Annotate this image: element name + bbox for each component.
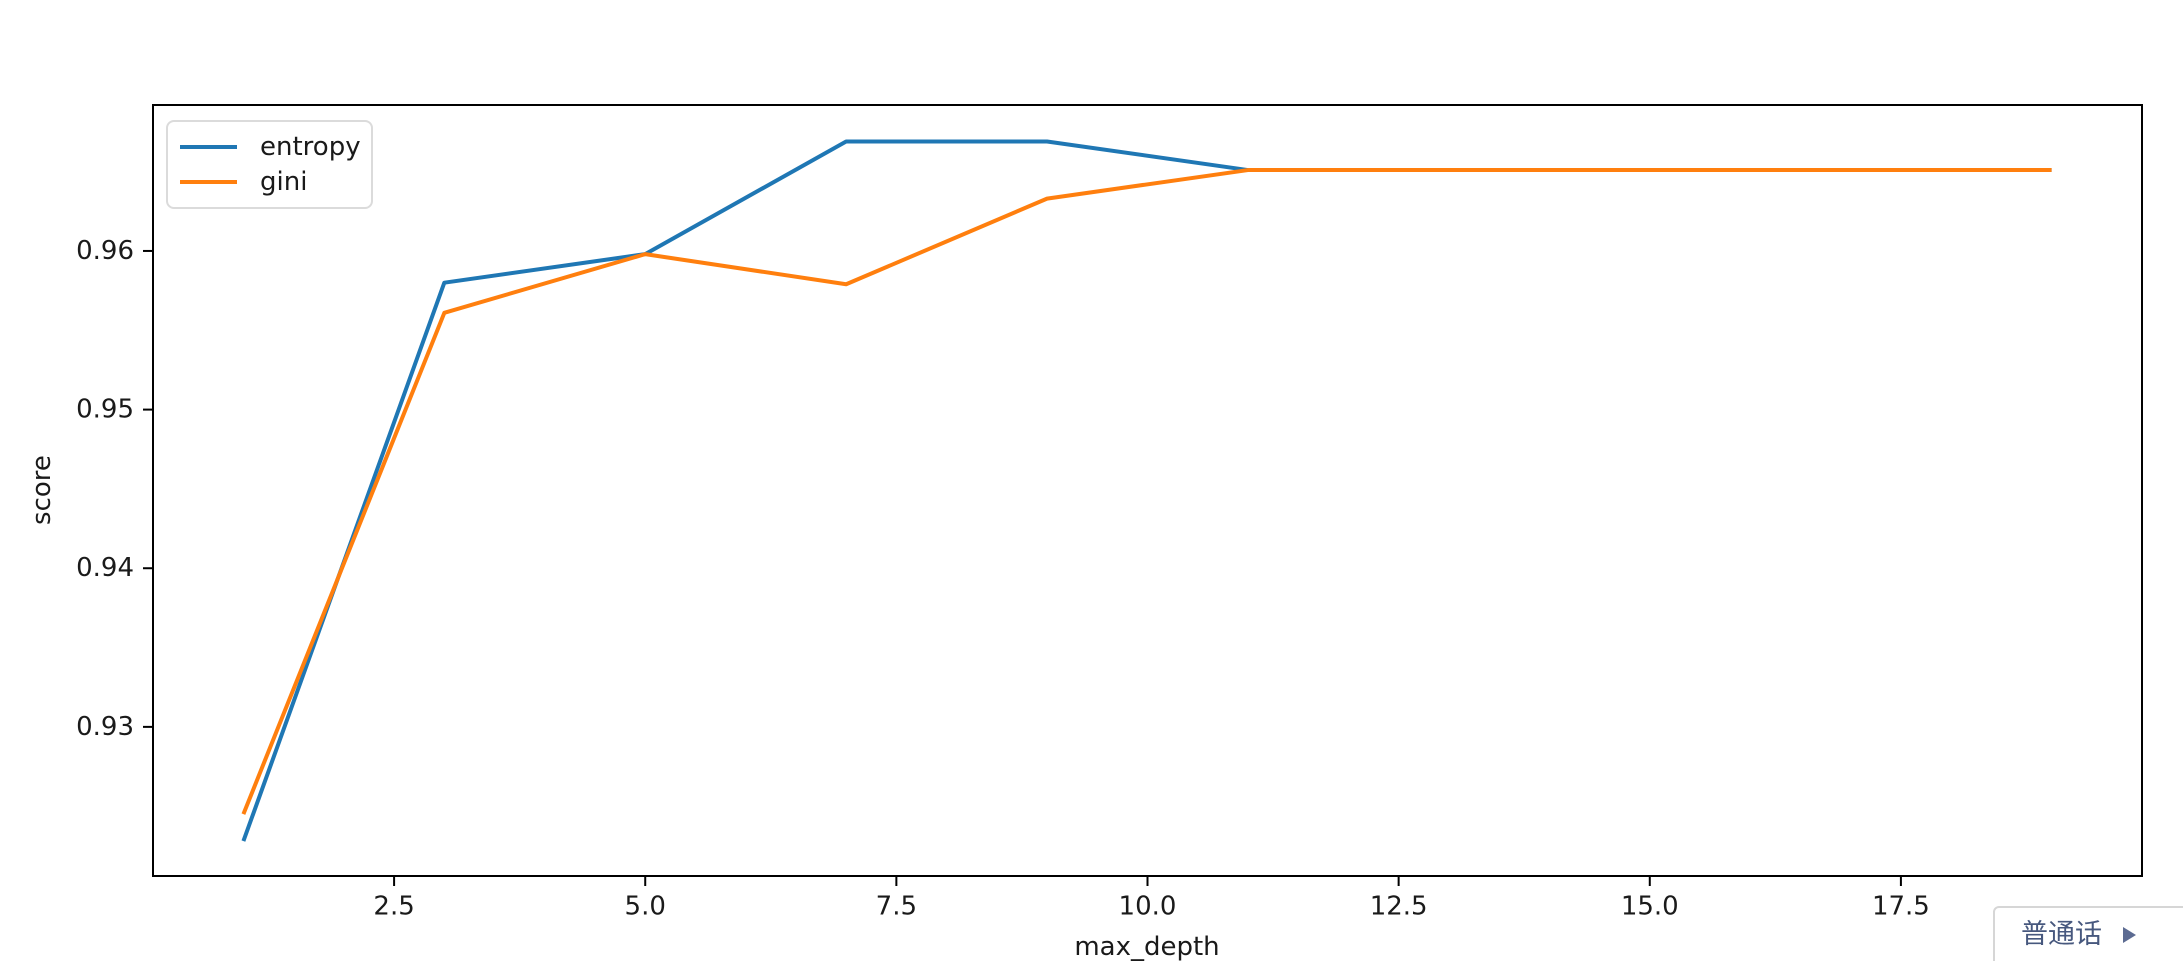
legend-label: entropy	[260, 131, 361, 162]
x-axis-label: max_depth	[1074, 932, 1220, 961]
y-axis-label: score	[27, 455, 57, 525]
x-tick-label: 15.0	[1621, 891, 1679, 921]
legend-line-swatch	[180, 180, 237, 185]
x-tick-label: 10.0	[1119, 891, 1177, 921]
legend-item: entropy	[180, 131, 361, 162]
series-line-gini	[241, 168, 2052, 815]
legend-item: gini	[180, 169, 359, 195]
legend: entropy gini	[166, 120, 373, 209]
legend-label: gini	[260, 167, 308, 198]
language-selector[interactable]: 普通话	[1993, 906, 2183, 961]
y-tick-label: 0.93	[76, 712, 134, 742]
x-tick-label: 7.5	[876, 891, 917, 921]
x-tick-label: 2.5	[373, 891, 414, 921]
right-triangle-icon	[2123, 927, 2137, 944]
plot-border	[152, 104, 2143, 877]
x-tick-label: 5.0	[625, 891, 666, 921]
x-tick-label: 17.5	[1872, 891, 1930, 921]
y-tick-label: 0.95	[76, 395, 134, 425]
legend-line-swatch	[180, 144, 237, 149]
y-tick-label: 0.94	[76, 553, 134, 583]
x-tick-label: 12.5	[1370, 891, 1428, 921]
series-line-entropy	[241, 139, 2052, 842]
y-tick-label: 0.96	[76, 236, 134, 266]
language-label: 普通话	[2021, 919, 2102, 950]
